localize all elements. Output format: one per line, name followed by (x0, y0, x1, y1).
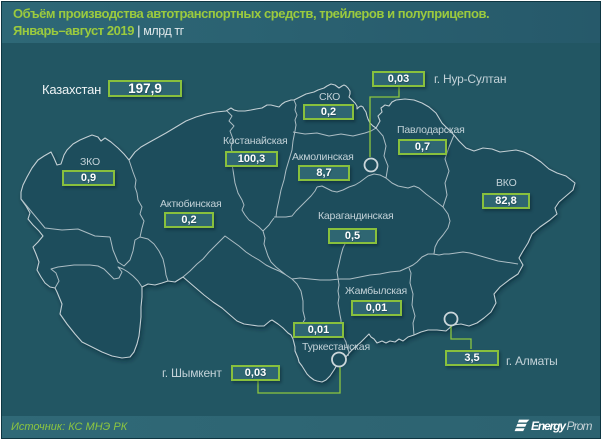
svg-text:Prom: Prom (567, 419, 593, 433)
svg-text:Energy: Energy (531, 419, 567, 433)
